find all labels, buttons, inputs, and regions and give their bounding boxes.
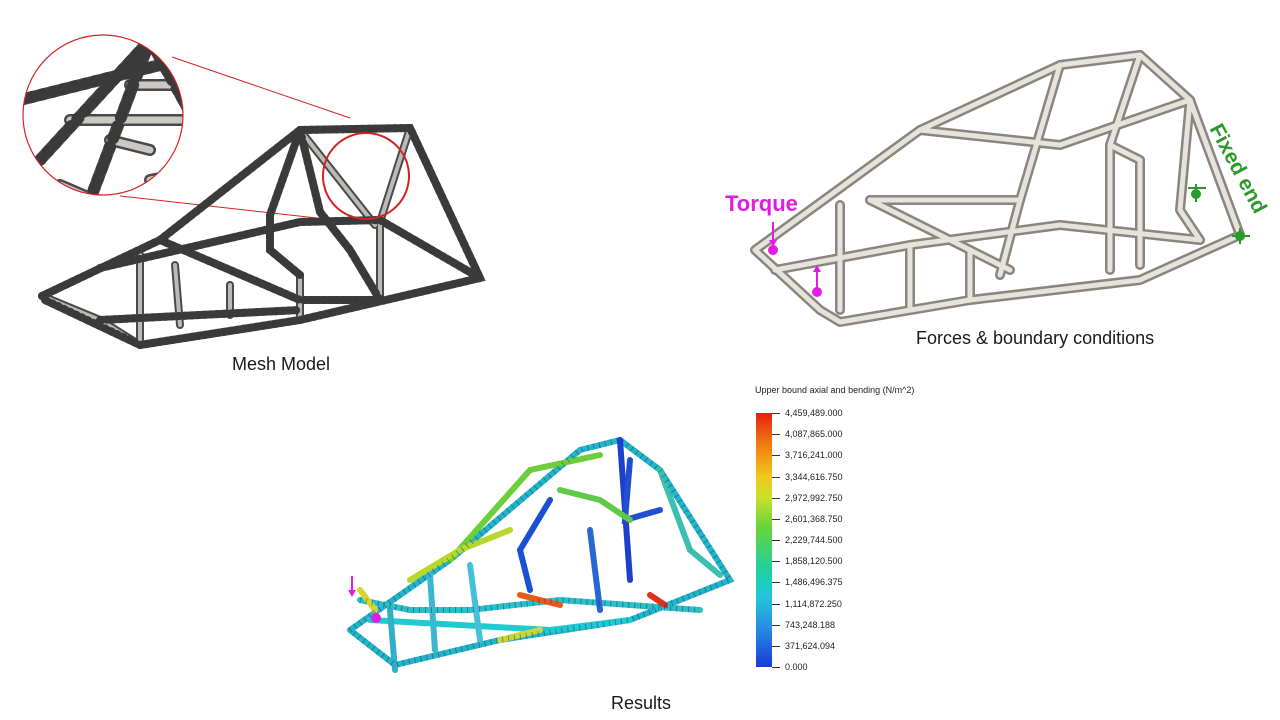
mesh-model-panel: Mesh Model [0,0,640,380]
zoom-inset [22,34,184,196]
legend-tick-mark [772,561,780,563]
forces-frame-drawing [750,50,1250,327]
legend-title: Upper bound axial and bending (N/m^2) [755,385,915,395]
legend-tick-label: 1,858,120.500 [785,556,843,567]
legend-tick-mark [772,497,780,499]
zoom-ring-small [322,132,410,220]
legend-tick-label: 4,459,489.000 [785,408,843,418]
torque-label: Torque [725,191,798,216]
forces-panel: Torque Fixed end Forces & boundary condi… [640,0,1280,380]
mesh-model-caption: Mesh Model [232,354,331,374]
torque-markers [768,222,822,297]
results-torque-marker [348,576,381,623]
legend-tick-mark [772,518,780,520]
legend-tick-label: 4,087,865.000 [785,429,843,440]
legend-tick-label: 1,114,872.250 [785,598,842,609]
mesh-model-drawing [22,34,486,350]
legend-tick-mark [772,603,780,605]
forces-caption: Forces & boundary conditions [916,328,1155,348]
mesh-frame [38,123,486,350]
legend-tick-mark [772,476,780,478]
results-panel: Upper bound axial and bending (N/m^2) 4,… [300,380,980,720]
results-caption: Results [611,693,672,713]
legend-tick-label: 371,624.094 [785,640,836,651]
legend-tick-mark [772,667,780,668]
legend-tick-label: 0.000 [785,662,808,672]
legend-tick-label: 3,716,241.000 [785,450,843,461]
legend-tick-mark [772,434,780,436]
legend-tick-mark [772,455,780,457]
zoom-connector-top [171,56,351,119]
legend-colorbar [756,413,772,667]
legend-tick-label: 743,248.188 [785,619,836,630]
legend-tick-mark [772,413,780,414]
results-frame-drawing [347,436,735,673]
legend-tick-label: 2,229,744.500 [785,535,843,545]
fixed-markers [1188,184,1250,244]
legend-tick-mark [772,645,780,647]
legend-tick-mark [772,624,780,626]
legend-tick-mark [772,582,780,584]
legend-tick-label: 1,486,496.375 [785,577,843,588]
legend-tick-label: 2,972,992.750 [785,492,843,503]
legend-tick-label: 3,344,616.750 [785,471,843,482]
legend-tick-mark [772,540,780,541]
legend-tick-label: 2,601,368.750 [785,513,843,524]
